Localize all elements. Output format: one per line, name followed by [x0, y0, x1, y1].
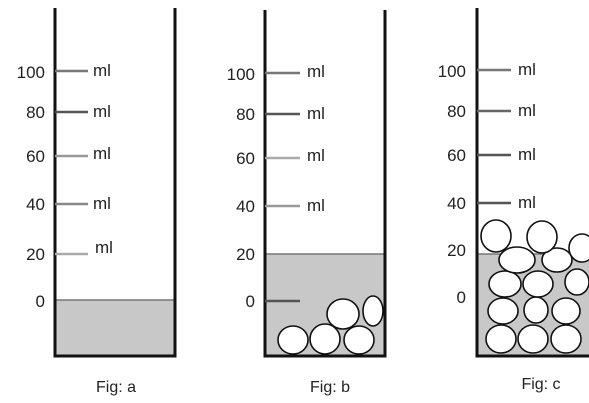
unit-label-100-fig-b: ml	[307, 62, 325, 81]
unit-label-80-fig-a: ml	[93, 102, 111, 121]
unit-label-40-fig-b: ml	[307, 196, 325, 215]
caption-fig-c: Fig: c	[521, 376, 560, 393]
tick-label-0-fig-c: 0	[457, 288, 466, 307]
tick-label-0-fig-b: 0	[246, 292, 255, 311]
ball	[551, 297, 581, 325]
unit-label-80-fig-b: ml	[307, 104, 325, 123]
ball	[362, 295, 384, 327]
tick-label-20-fig-a: 20	[26, 245, 45, 264]
unit-label-40-fig-a: ml	[93, 194, 111, 213]
tick-label-80-fig-b: 80	[236, 105, 255, 124]
tick-label-100-fig-c: 100	[438, 62, 466, 81]
unit-label-100-fig-c: ml	[518, 60, 536, 79]
ball	[343, 325, 375, 355]
ball	[326, 298, 360, 330]
ball	[517, 324, 549, 354]
ball	[487, 297, 519, 325]
ball	[523, 296, 549, 324]
liquid-fig-a	[55, 300, 175, 356]
unit-label-60-fig-c: ml	[518, 145, 536, 164]
ball	[522, 270, 554, 298]
tick-label-60-fig-b: 60	[236, 149, 255, 168]
tick-label-100-fig-a: 100	[17, 63, 45, 82]
ball	[564, 268, 589, 296]
ball	[568, 233, 589, 263]
ball	[541, 247, 573, 273]
caption-fig-a: Fig: a	[96, 379, 136, 396]
tick-label-20-fig-c: 20	[447, 241, 466, 260]
tick-label-0-fig-a: 0	[36, 292, 45, 311]
ball	[498, 246, 536, 274]
ball	[550, 324, 582, 354]
unit-label-40-fig-c: ml	[518, 193, 536, 212]
cylinder-wall-fig-a	[53, 8, 177, 358]
unit-label-80-fig-c: ml	[518, 101, 536, 120]
caption-fig-b: Fig: b	[310, 379, 350, 396]
unit-label-20-fig-a: ml	[95, 238, 113, 257]
tick-label-80-fig-a: 80	[26, 103, 45, 122]
ball	[277, 325, 309, 355]
tick-label-40-fig-b: 40	[236, 197, 255, 216]
tick-label-60-fig-a: 60	[26, 147, 45, 166]
figure-a: 100 80 60 40 20 0 ml ml ml ml ml Fig: a	[17, 8, 177, 396]
ball	[309, 323, 341, 355]
tick-label-20-fig-b: 20	[236, 245, 255, 264]
unit-label-100-fig-a: ml	[93, 61, 111, 80]
ball	[485, 324, 517, 354]
cylinder-wall-fig-b	[263, 10, 387, 358]
figure-c: 100 80 60 40 20 0 ml ml ml ml Fig: c	[438, 8, 589, 393]
ball	[488, 270, 522, 298]
ball	[526, 220, 558, 254]
cylinder-wall-fig-c	[475, 8, 589, 358]
tick-label-80-fig-c: 80	[447, 102, 466, 121]
ball	[480, 219, 512, 253]
unit-label-60-fig-a: ml	[93, 144, 111, 163]
tick-label-40-fig-a: 40	[26, 195, 45, 214]
tick-label-100-fig-b: 100	[227, 65, 255, 84]
tick-label-60-fig-c: 60	[447, 146, 466, 165]
figure-b: 100 80 60 40 20 0 ml ml ml ml Fig: b	[227, 10, 387, 396]
unit-label-60-fig-b: ml	[307, 146, 325, 165]
tick-label-40-fig-c: 40	[447, 194, 466, 213]
